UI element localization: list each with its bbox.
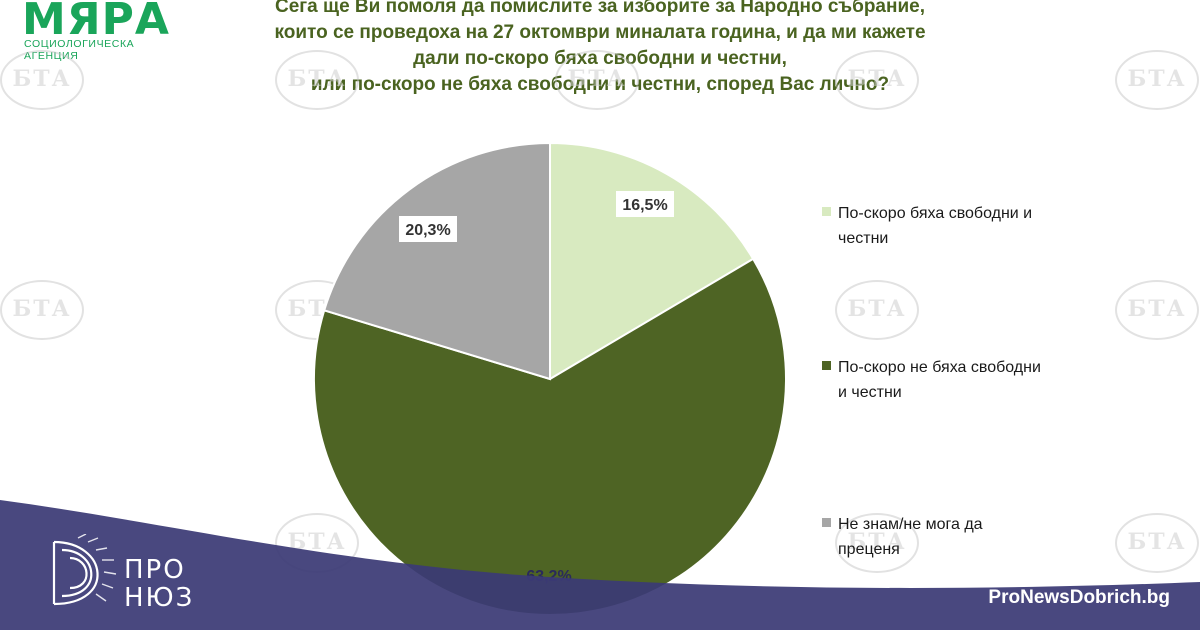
bta-watermark: БТА (555, 50, 639, 110)
data-label-text: 20,3% (405, 222, 450, 239)
logo-wordmark: МЯРА (22, 0, 170, 45)
bta-watermark: БТА (1115, 280, 1199, 340)
bta-watermark: БТА (275, 50, 359, 110)
pie-slice (322, 141, 551, 381)
chart-title-line: които се проведоха на 27 октомври минала… (274, 22, 926, 43)
data-label-text: 16,5% (622, 197, 667, 214)
legend-label-line: По-скоро бяха свободни и (838, 205, 1033, 222)
legend-label: По-скоро не бяха свободни и честни (838, 355, 1098, 405)
bta-watermark: БТА (835, 50, 919, 110)
legend-label-line: и честни (838, 384, 902, 401)
data-label: 20,3% (399, 216, 457, 242)
chart-title-line: Сега ще Ви помоля да помислите за избори… (274, 0, 925, 17)
legend-swatch (822, 361, 831, 370)
pronews-logo-icon (52, 534, 117, 606)
data-label: 63,2% (526, 568, 571, 585)
data-label-box (399, 216, 457, 242)
legend-swatch (822, 207, 831, 216)
legend-label: По-скоро бяха свободни и честни (838, 201, 1098, 251)
bta-watermark: БТА (1115, 50, 1199, 110)
brand-name-top: ПРО (124, 555, 186, 585)
legend-label-line: По-скоро не бяха свободни (838, 359, 1041, 376)
bta-watermark: БТА (835, 280, 919, 340)
site-url: ProNewsDobrich.bg (988, 587, 1170, 608)
legend-label-line: преценя (838, 541, 900, 558)
legend-swatch (822, 518, 831, 527)
brand-name: ПРО НЮЗ (124, 556, 194, 612)
data-label-text: 63,2% (526, 568, 571, 585)
legend-label-line: честни (838, 230, 889, 247)
brand-name-bottom: НЮЗ (124, 583, 195, 613)
bta-watermark: БТА (0, 50, 84, 110)
bta-watermark: БТА (0, 280, 84, 340)
legend-label: Не знам/не мога да преценя (838, 512, 1098, 562)
data-label: 16,5% (616, 191, 674, 217)
data-label-box (616, 191, 674, 217)
pie-slice (549, 141, 755, 381)
legend-label-line: Не знам/не мога да (838, 516, 983, 533)
